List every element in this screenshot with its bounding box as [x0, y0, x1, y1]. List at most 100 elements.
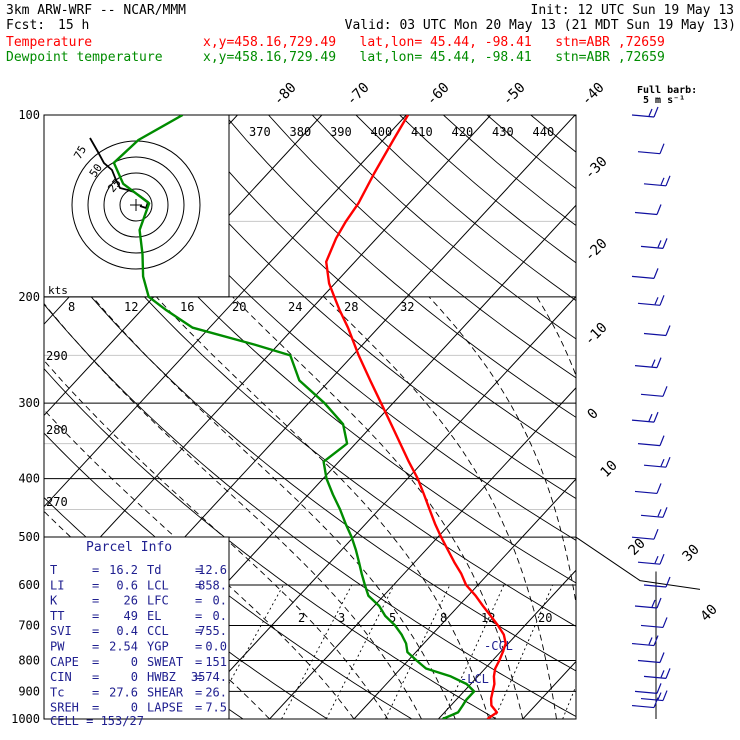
wind-barb: [643, 668, 671, 679]
parcel-key: CIN: [50, 670, 72, 684]
wind-barb-flag: [651, 599, 656, 608]
isotherm-label: -70: [344, 80, 373, 109]
wind-barb: [637, 435, 665, 447]
parcel-key: CAPE: [50, 655, 79, 669]
wind-barb-flag: [659, 553, 665, 565]
temperature-legend: Temperature: [6, 35, 93, 50]
isotherm-line: [184, 295, 576, 719]
sounding-series: [112, 115, 507, 719]
dry-adiabat: [137, 115, 576, 500]
parcel-equals: =: [92, 624, 99, 638]
parcel-equals: =: [195, 609, 202, 623]
plot-border: [43, 114, 577, 720]
isotherm-label: -80: [271, 80, 300, 109]
wind-barb: [634, 204, 662, 216]
wind-barb-staff: [640, 393, 664, 397]
wind-barb-flag: [662, 617, 668, 628]
parcel-equals: =: [92, 594, 99, 608]
wind-barb-staff: [643, 332, 667, 337]
theta-label: 430: [492, 125, 514, 139]
dewpoint-legend: Dewpoint temperature: [6, 50, 163, 65]
parcel-key: EL: [147, 609, 161, 623]
mixing-ratio-line: [562, 684, 576, 719]
parcel-value: 151: [205, 655, 227, 669]
mixing-ratio-label: 5: [389, 611, 396, 625]
pressure-tick-label: 700: [18, 618, 40, 632]
isotherm-line: [44, 115, 407, 508]
model-title: 3km ARW-WRF -- NCAR/MMM: [6, 3, 187, 18]
parcel-value: 755.: [198, 624, 227, 638]
parcel-equals: =: [195, 685, 202, 699]
wind-barb-flag: [653, 268, 659, 279]
wind-barb: [631, 635, 659, 647]
theta-label: 410: [411, 125, 433, 139]
hodograph-speed-label: 24: [288, 300, 302, 314]
mixing-ratio-line: [494, 584, 554, 719]
wind-barb: [643, 456, 671, 468]
wind-barb: [634, 357, 662, 369]
mixing-ratio-line: [281, 584, 353, 719]
parcel-value: 27.6: [109, 685, 138, 699]
wind-barb: [637, 295, 665, 306]
wind-barb-flag: [653, 697, 659, 708]
wind-barb-flag: [660, 670, 665, 678]
isotherm-label: 0: [585, 406, 602, 423]
moist-adiabat: [44, 359, 389, 719]
hodograph-speed-label: 28: [344, 300, 358, 314]
wind-barb-staff: [643, 584, 667, 588]
parcel-key: YGP: [147, 640, 169, 654]
parcel-equals: =: [195, 655, 202, 669]
mixing-ratio-label: 8: [440, 611, 447, 625]
parcel-equals: =: [195, 670, 202, 684]
wind-barb-flag: [662, 386, 668, 397]
wind-barb-flag: [665, 576, 671, 588]
wind-barb-flag: [657, 240, 662, 248]
dry-adiabat: [486, 115, 576, 190]
wind-barb: [631, 106, 659, 118]
wind-barb-flag: [648, 637, 653, 645]
wind-barb: [631, 697, 659, 709]
parcel-key: SWEAT: [147, 655, 183, 669]
parcel-key: LAPSE: [147, 701, 183, 715]
wind-barb-staff: [643, 675, 667, 679]
theta-label: 370: [249, 125, 271, 139]
parcel-value: 16.2: [109, 563, 138, 577]
forecast-label: Fcst:: [6, 18, 46, 33]
isotherm-label: -40: [579, 80, 608, 109]
isotherm-line: [680, 102, 740, 732]
wind-barb-staff: [631, 536, 655, 540]
wind-barb-flag: [651, 359, 656, 367]
mixing-ratio-line: [325, 584, 395, 719]
isotherm-line: [268, 387, 576, 719]
isotherm-label: -20: [582, 236, 611, 265]
wind-barb: [640, 617, 668, 629]
wind-barb: [640, 238, 668, 249]
hodograph-speed-label: 20: [232, 300, 246, 314]
parcel-value: 26.: [205, 685, 227, 699]
theta-label: 440: [533, 125, 555, 139]
wind-barb-flag: [648, 413, 653, 422]
pressure-tick-label: 800: [18, 653, 40, 667]
chart-frame: [43, 114, 701, 720]
wind-barb-staff: [634, 605, 658, 609]
isotherm-label: 40: [698, 602, 721, 625]
dry-adiabat: [180, 115, 576, 459]
parcel-equals: =: [92, 563, 99, 577]
wind-barb-staff: [637, 659, 661, 664]
mixing-ratio-label: 2: [298, 611, 305, 625]
valid-time: Valid: 03 UTC Mon 20 May 13 (21 MDT Sun …: [344, 18, 736, 33]
parcel-equals: =: [195, 578, 202, 592]
wind-barb-flag: [665, 668, 671, 679]
wind-barb-staff: [640, 245, 664, 249]
wind-barb-staff: [643, 464, 667, 468]
ccl-marker-label: -CCL: [484, 639, 513, 653]
wind-barb-flag: [653, 106, 659, 118]
wind-barb-staff: [634, 211, 658, 216]
parcel-key: SHEAR: [147, 685, 184, 699]
wind-barb-staff: [631, 419, 655, 423]
dry-adiabat: [574, 115, 576, 117]
parcel-equals: =: [195, 594, 202, 608]
isotherm-label: 30: [680, 542, 703, 565]
theta-left-label: 290: [46, 349, 68, 363]
